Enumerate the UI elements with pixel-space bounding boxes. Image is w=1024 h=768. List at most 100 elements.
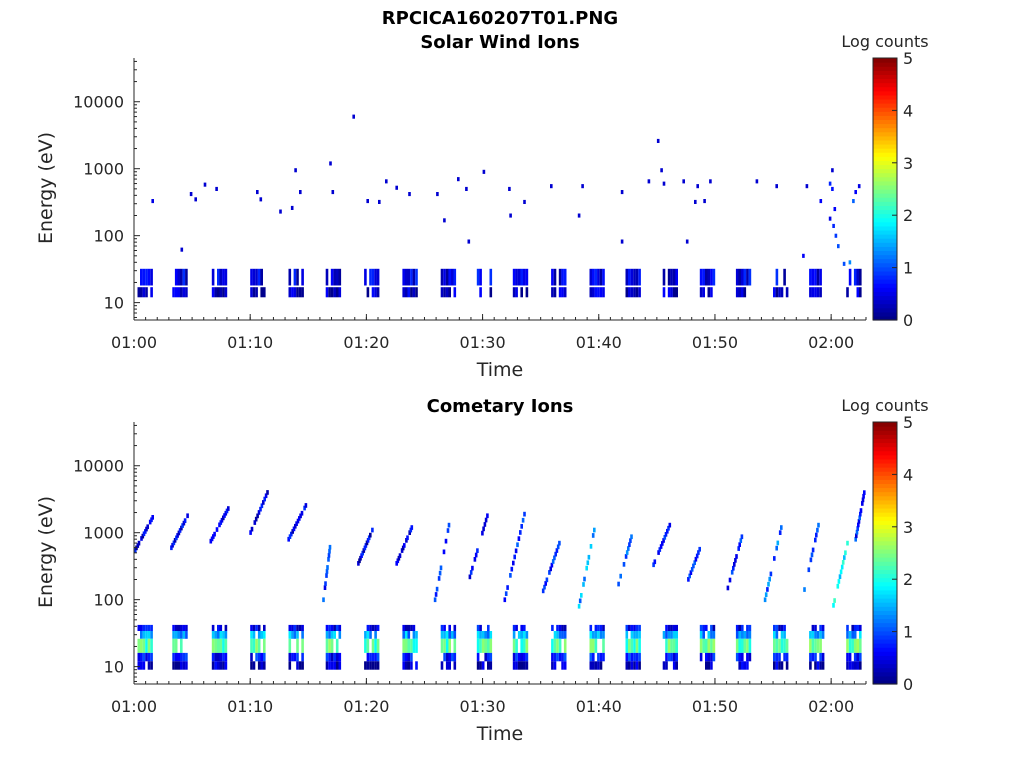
heatmap-track-cell (625, 550, 629, 555)
colorbar-segment (873, 679, 897, 685)
heatmap-track-cell (369, 532, 372, 538)
heatmap-track-cell (437, 576, 441, 581)
heatmap-cell (809, 652, 812, 662)
heatmap-cell (780, 287, 784, 298)
heatmap-cell (224, 661, 228, 670)
heatmap-cell (780, 624, 784, 631)
heatmap-track-cell (521, 517, 525, 523)
heatmap-cell (402, 652, 405, 662)
heatmap-track-cell (657, 550, 660, 555)
heatmap-cell (250, 268, 253, 286)
heatmap-track-cell (433, 597, 437, 603)
y-axis-label: Energy (eV) (35, 496, 57, 608)
heatmap-cell (150, 624, 153, 631)
heatmap-cell (374, 268, 377, 286)
heatmap-cell (672, 652, 676, 662)
heatmap-track-cell (136, 543, 140, 548)
heatmap-cell (778, 652, 781, 662)
heatmap-point (647, 179, 651, 184)
heatmap-track-cell (687, 577, 690, 582)
heatmap-cell (512, 652, 516, 662)
heatmap-track-cell (658, 547, 662, 552)
heatmap-cell (177, 631, 181, 639)
heatmap-cell (484, 631, 487, 639)
heatmap-cell (224, 287, 228, 298)
heatmap-track-cell (484, 517, 488, 523)
heatmap-cell (255, 652, 258, 662)
heatmap-cell (699, 624, 703, 631)
colorbar-segment (873, 598, 897, 603)
heatmap-track-cell (856, 526, 859, 531)
heatmap-cell (563, 624, 567, 631)
heatmap-track-cell (395, 561, 398, 566)
colorbar-frame (872, 421, 898, 685)
heatmap-cell (670, 638, 673, 653)
heatmap-track-cell (469, 570, 473, 575)
colorbar-segment (873, 634, 897, 640)
heatmap-track-cell (811, 547, 815, 553)
heatmap-track-cell (692, 563, 695, 569)
colorbar-segment (873, 483, 897, 489)
heatmap-track-cell (141, 533, 145, 539)
heatmap-track-cell (662, 538, 665, 543)
heatmap-cell (301, 268, 304, 286)
heatmap-cell (182, 268, 186, 286)
heatmap-cell (335, 268, 339, 286)
heatmap-track-cell (150, 517, 153, 523)
heatmap-track-cell (257, 510, 261, 515)
colorbar-segment (873, 516, 897, 521)
heatmap-cell (811, 287, 815, 298)
heatmap-track-cell (182, 520, 186, 526)
colorbar-segment (873, 454, 897, 460)
heatmap-track-cell (841, 560, 845, 565)
colorbar-segment (873, 553, 897, 558)
heatmap-cell (338, 631, 342, 639)
heatmap-cell (252, 661, 256, 670)
heatmap-cell (811, 624, 815, 631)
heatmap-track-cell (323, 585, 327, 590)
colorbar-title: Log counts (841, 32, 928, 51)
heatmap-cell (257, 638, 261, 653)
heatmap-track-cell (738, 542, 741, 547)
heatmap-cell (376, 268, 380, 286)
heatmap-cell (551, 287, 554, 298)
x-tick-label: 01:00 (111, 697, 157, 716)
heatmap-cell (402, 661, 405, 670)
heatmap-point (775, 184, 778, 189)
heatmap-cell (746, 638, 749, 653)
heatmap-track-cell (177, 530, 181, 536)
heatmap-cell (224, 624, 228, 631)
heatmap-track-cell (172, 540, 176, 546)
heatmap-point (848, 260, 852, 265)
heatmap-cell (412, 287, 416, 298)
colorbar-segment (873, 512, 897, 517)
x-tick-label: 02:00 (808, 333, 854, 352)
heatmap-cell (338, 652, 342, 662)
heatmap-track-cell (325, 569, 329, 574)
heatmap-cell (252, 631, 256, 639)
heatmap-cell (597, 287, 600, 298)
heatmap-cell (335, 624, 339, 631)
x-tick-label: 01:40 (576, 333, 622, 352)
heatmap-track-cell (730, 569, 734, 575)
colorbar-segment (873, 221, 897, 227)
heatmap-cell (819, 631, 822, 639)
heatmap-cell (150, 287, 153, 298)
heatmap-point (378, 199, 381, 204)
colorbar-segment (873, 250, 897, 256)
heatmap-cell (712, 624, 716, 631)
heatmap-cell (809, 287, 812, 298)
heatmap-cell (520, 631, 523, 639)
heatmap-point (805, 184, 809, 189)
heatmap-track-cell (181, 523, 184, 528)
heatmap-cell (633, 638, 636, 653)
heatmap-cell (374, 661, 377, 670)
heatmap-cell (288, 631, 292, 639)
heatmap-cell (746, 661, 749, 670)
heatmap-cell (338, 624, 342, 631)
heatmap-cell (520, 287, 523, 298)
heatmap-cell (214, 631, 217, 639)
heatmap-track-cell (213, 531, 216, 537)
colorbar-segment (873, 66, 897, 71)
heatmap-cell (182, 661, 186, 670)
